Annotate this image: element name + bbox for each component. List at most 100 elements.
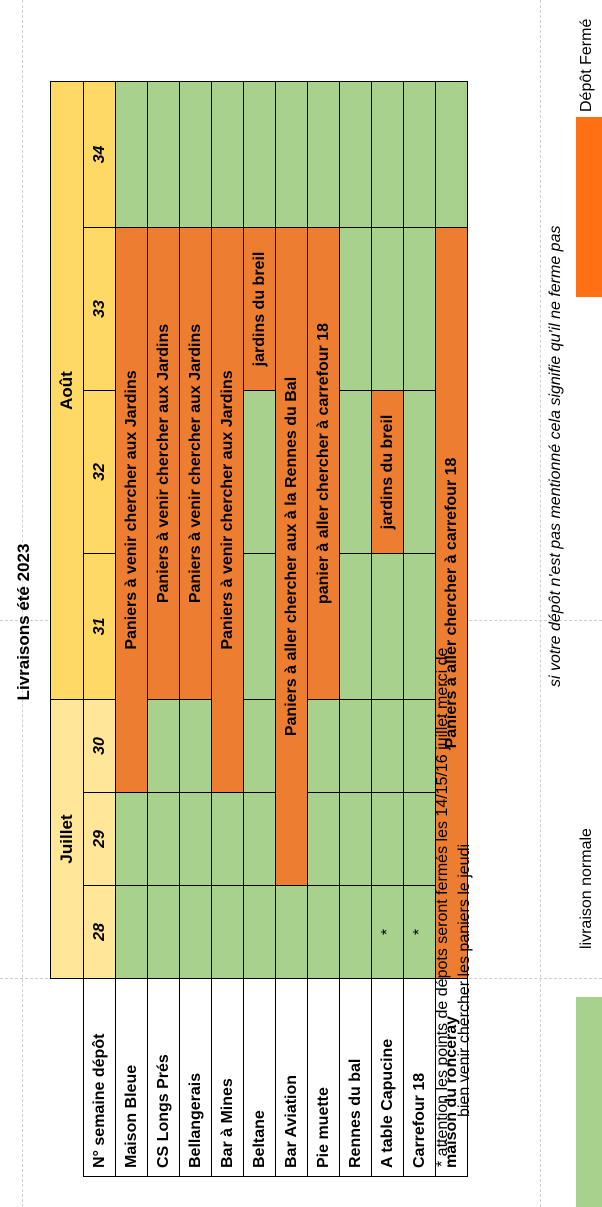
cell-normal (403, 699, 436, 793)
cell-normal (307, 81, 340, 228)
table-row: A table Capucine * jardins du breil (371, 81, 404, 1177)
cell-normal (403, 390, 436, 554)
cell-normal (371, 553, 404, 700)
cell-closed-span: Paniers à venir chercher aux Jardins (115, 227, 148, 793)
cell-normal (275, 81, 308, 228)
cell-normal (243, 699, 276, 793)
table-row: Bar à Mines Paniers à venir chercher aux… (211, 81, 244, 1177)
cell-normal (179, 885, 212, 979)
cell-normal (211, 81, 244, 228)
depot-name: Pie muette (307, 978, 340, 1177)
cell-closed-span: Paniers à venir chercher aux Jardins (179, 227, 212, 700)
cell-closed: jardins du breil (371, 390, 404, 554)
month-august: Août (50, 81, 84, 700)
depot-name: Maison Bleue (115, 978, 148, 1177)
legend-label-normal: livraison normale (578, 828, 595, 949)
week-row-label: N° semaine dépôt (83, 978, 116, 1177)
cell-closed-span: Paniers à venir chercher aux Jardins (147, 227, 180, 700)
table-row: Maison Bleue Paniers à venir chercher au… (115, 81, 148, 1177)
cell-normal (211, 885, 244, 979)
cell-normal (179, 792, 212, 886)
cell-normal (403, 792, 436, 886)
cell-normal (339, 81, 372, 228)
cell-closed-span: panier à aller chercher à carrefour 18 (307, 227, 340, 700)
week-number: 31 (83, 553, 116, 700)
table-row: Carrefour 18 * (403, 81, 436, 1177)
cell-star: * (371, 885, 404, 979)
closure-note: * attention les points de dépots seront … (432, 648, 476, 1167)
cell-normal (403, 553, 436, 700)
week-number: 28 (83, 885, 116, 979)
cell-normal (371, 81, 404, 228)
cell-normal (179, 81, 212, 228)
cell-normal (435, 81, 468, 228)
depot-name: Rennes du bal (339, 978, 372, 1177)
depot-name: Carrefour 18 (403, 978, 436, 1177)
cell-normal (147, 699, 180, 793)
cell-normal (339, 792, 372, 886)
cell-normal (339, 390, 372, 554)
cell-normal (147, 885, 180, 979)
cell-normal (307, 885, 340, 979)
cell-normal (211, 792, 244, 886)
cell-normal (403, 227, 436, 391)
depot-name: Beltane (243, 978, 276, 1177)
cell-closed-span: Paniers à aller chercher aux à la Rennes… (275, 227, 308, 886)
cell-normal (179, 699, 212, 793)
page-title: Livraisons été 2023 (14, 543, 33, 701)
table-row: CS Longs Prés Paniers à venir chercher a… (147, 81, 180, 1177)
cell-normal (115, 885, 148, 979)
note-line: * attention les points de dépots seront … (434, 647, 451, 1167)
cell-star: * (403, 885, 436, 979)
delivery-table: Juillet Août N° semaine dépôt 28 29 30 3… (50, 81, 468, 1177)
legend-swatch-closed (576, 117, 602, 297)
cell-normal (339, 885, 372, 979)
legend-label-closed: Dépôt Fermé (578, 18, 595, 112)
cell-normal (339, 699, 372, 793)
cell-normal (115, 792, 148, 886)
disclaimer-text: si votre dépôt n'est pas mentionné cela … (547, 225, 564, 687)
cell-normal (243, 792, 276, 886)
cell-normal (243, 390, 276, 554)
cell-normal (243, 81, 276, 228)
depot-name: A table Capucine (371, 978, 404, 1177)
cell-normal (243, 553, 276, 700)
depot-name: Bar à Mines (211, 978, 244, 1177)
cell-normal (115, 81, 148, 228)
cell-normal (243, 885, 276, 979)
cell-normal (275, 885, 308, 979)
table-row: Rennes du bal (339, 81, 372, 1177)
week-number: 32 (83, 390, 116, 554)
cell-normal (403, 81, 436, 228)
week-number: 34 (83, 81, 116, 228)
week-number: 30 (83, 699, 116, 793)
cell-closed-span: Paniers à venir chercher aux Jardins (211, 227, 244, 793)
depot-name: CS Longs Prés (147, 978, 180, 1177)
page-guide (0, 978, 602, 979)
cell-normal (371, 792, 404, 886)
cell-normal (307, 699, 340, 793)
week-number: 33 (83, 227, 116, 391)
page-guide (540, 0, 541, 1207)
depot-name: Bar Aviation (275, 978, 308, 1177)
table-row: Bar Aviation Paniers à aller chercher au… (275, 81, 308, 1177)
month-july: Juillet (50, 699, 84, 979)
cell-closed: jardins du breil (243, 227, 276, 391)
week-number: 29 (83, 792, 116, 886)
table-row: Pie muette panier à aller chercher à car… (307, 81, 340, 1177)
table-row: Bellangerais Paniers à venir chercher au… (179, 81, 212, 1177)
note-line: bien venir chercher les paniers le jeudi (456, 843, 473, 1117)
cell-normal (307, 792, 340, 886)
cell-normal (371, 699, 404, 793)
cell-normal (371, 227, 404, 391)
table-row: Beltane jardins du breil (243, 81, 276, 1177)
legend-swatch-normal (576, 997, 602, 1207)
cell-normal (147, 81, 180, 228)
cell-normal (339, 553, 372, 700)
header-corner (50, 978, 84, 1177)
depot-name: Bellangerais (179, 978, 212, 1177)
cell-normal (147, 792, 180, 886)
page-guide (22, 0, 23, 1207)
cell-normal (339, 227, 372, 391)
